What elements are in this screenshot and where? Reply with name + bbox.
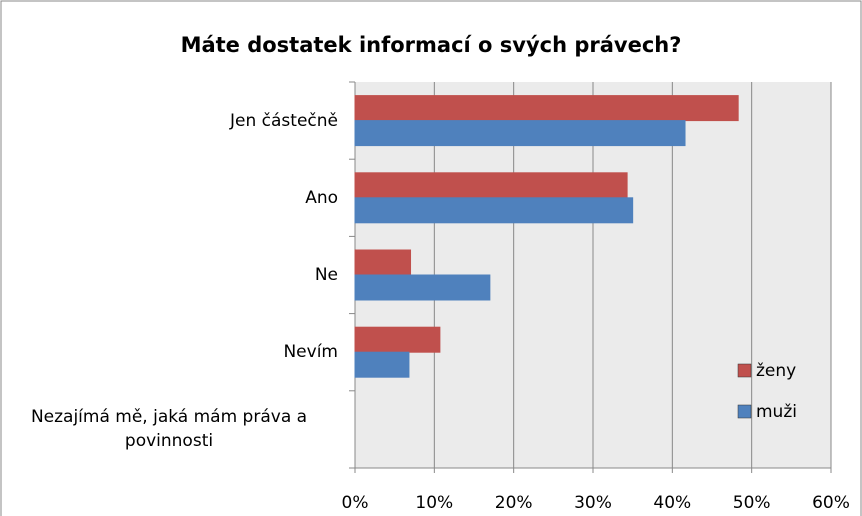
bar — [354, 351, 410, 378]
bar — [354, 95, 739, 122]
y-tick-label-wrap: Nezajímá mě, jaká mám práva a povinnosti — [0, 405, 338, 453]
x-tick-label: 30% — [574, 493, 612, 513]
y-tick-label-wrap: Ano — [0, 186, 338, 210]
bar — [354, 326, 441, 353]
bar — [354, 120, 686, 147]
legend-label: muži — [756, 402, 797, 422]
legend-label: ženy — [756, 361, 796, 381]
legend-swatch — [737, 363, 752, 378]
y-tick-label-wrap: Ne — [0, 263, 338, 287]
y-tick-label-wrap: Nevím — [0, 340, 338, 364]
x-tick-label: 0% — [342, 493, 369, 513]
bar — [354, 172, 628, 199]
y-tick-label: Ano — [305, 187, 338, 208]
x-tick-label: 60% — [812, 493, 850, 513]
y-tick-label: Nevím — [283, 342, 338, 363]
bar — [354, 274, 491, 301]
legend-swatch — [737, 404, 752, 419]
x-tick-label: 50% — [733, 493, 771, 513]
bar — [354, 249, 412, 276]
y-tick-label: Jen částečně — [230, 110, 338, 131]
x-tick-label: 20% — [495, 493, 533, 513]
y-tick-label: Ne — [314, 265, 338, 285]
x-tick-label: 10% — [415, 493, 453, 513]
bar — [354, 197, 634, 224]
y-tick-label: Nezajímá mě, jaká mám práva a povinnosti — [30, 407, 308, 452]
y-tick-label-wrap: Jen částečně — [0, 109, 338, 133]
x-tick-label: 40% — [653, 493, 691, 513]
chart-title: Máte dostatek informací o svých právech? — [181, 33, 682, 57]
